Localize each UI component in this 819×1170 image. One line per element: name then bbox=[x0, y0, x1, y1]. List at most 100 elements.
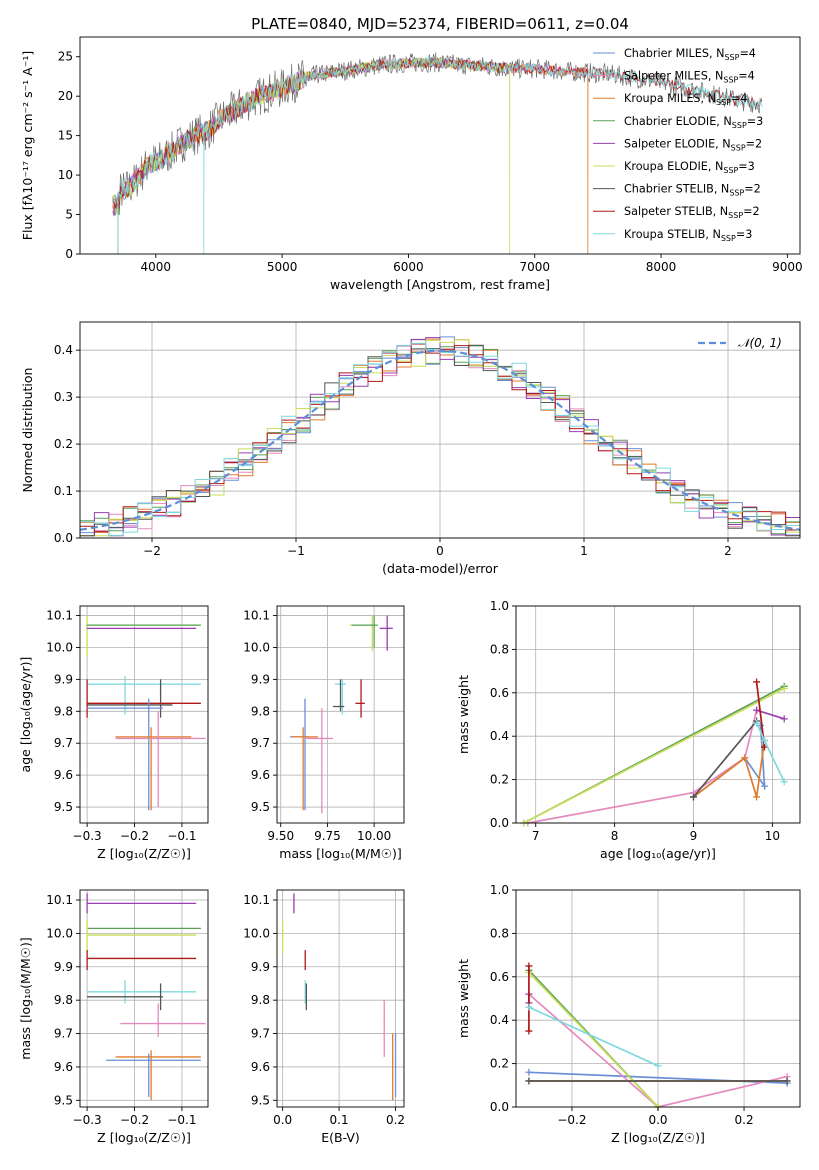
y-tick-label: 0.2 bbox=[54, 437, 73, 451]
legend-label: Kroupa ELODIE, NSSP=3 bbox=[624, 160, 755, 175]
x-axis-label: E(B-V) bbox=[321, 1130, 360, 1145]
x-tick-label: 8 bbox=[611, 829, 619, 843]
y-tick-label: 10.1 bbox=[46, 893, 73, 907]
x-tick-label: −0.1 bbox=[167, 829, 196, 843]
y-tick-label: 9.7 bbox=[54, 736, 73, 750]
mass-weight-marker bbox=[654, 1062, 662, 1070]
massweight-vs-age-panel: 7 8 9 10 0.0 0.2 0.4 0.6 0.8 1.0 age [log₁₀(age/yr… bbox=[456, 599, 801, 861]
x-axis-label: Z [log₁₀(Z/Z☉)] bbox=[611, 1130, 705, 1145]
y-tick-label: 9.8 bbox=[251, 993, 270, 1007]
y-tick-label: 0.3 bbox=[54, 390, 73, 404]
spectrum-panel: 4000 5000 6000 7000 8000 9000 0 5 10 15 20 25 wavele… bbox=[20, 36, 803, 292]
x-tick-label: 7 bbox=[532, 829, 540, 843]
y-axis-label: mass weight bbox=[456, 959, 471, 1038]
y-tick-label: 0.1 bbox=[54, 484, 73, 498]
data-point bbox=[339, 705, 342, 708]
y-tick-label: 9.6 bbox=[251, 1060, 270, 1074]
x-tick-label: −0.1 bbox=[167, 1113, 196, 1127]
y-tick-label: 9.7 bbox=[251, 1027, 270, 1041]
data-point bbox=[321, 737, 323, 740]
y-tick-label: 0.2 bbox=[490, 1057, 509, 1071]
data-point bbox=[148, 1059, 150, 1061]
y-tick-label: 25 bbox=[58, 50, 73, 64]
y-tick-label: 9.5 bbox=[54, 1093, 73, 1107]
data-point bbox=[360, 702, 362, 704]
data-point bbox=[157, 1022, 159, 1025]
x-tick-label: 9.50 bbox=[267, 829, 294, 843]
y-axis-label: mass [log₁₀(M/M☉)] bbox=[18, 937, 33, 1059]
y-tick-label: 0.4 bbox=[490, 1013, 509, 1027]
mass-weight-marker bbox=[525, 1068, 533, 1076]
legend-label: Chabrier ELODIE, NSSP=3 bbox=[624, 115, 763, 130]
mass-weight-marker bbox=[761, 737, 768, 745]
mass-weight-marker bbox=[753, 678, 761, 686]
mass-weight-marker bbox=[525, 1003, 533, 1011]
y-tick-label: 15 bbox=[58, 129, 73, 143]
data-point bbox=[124, 991, 126, 993]
data-point bbox=[304, 957, 306, 960]
x-tick-label: 0.0 bbox=[273, 1113, 292, 1127]
y-tick-label: 0 bbox=[65, 247, 73, 261]
y-tick-label: 10.1 bbox=[243, 609, 270, 623]
age-vs-mass-panel: 9.50 9.75 10.00 9.5 9.6 9.7 9.8 9.9 10.0 10.1 mass… bbox=[243, 605, 405, 861]
data-point bbox=[159, 996, 162, 998]
x-tick-label: −0.3 bbox=[73, 1113, 102, 1127]
x-tick-label: 9.75 bbox=[314, 829, 341, 843]
x-tick-label: 2 bbox=[724, 544, 732, 558]
mass-weight-marker bbox=[741, 754, 749, 762]
y-axis-label: Normed distribution bbox=[20, 368, 35, 493]
data-point bbox=[302, 736, 304, 738]
data-point bbox=[86, 624, 88, 626]
mass-vs-metallicity-panel: −0.3 −0.2 −0.1 9.5 9.6 9.7 9.8 9.9 10.0 10.1 Z [lo… bbox=[18, 889, 209, 1145]
x-tick-label: 1 bbox=[580, 544, 588, 558]
axes-frame bbox=[79, 36, 801, 255]
y-tick-label: 20 bbox=[58, 89, 73, 103]
mass-weight-line bbox=[523, 687, 785, 824]
y-tick-label: 0.8 bbox=[490, 926, 509, 940]
legend-label: Salpeter MILES, NSSP=4 bbox=[624, 70, 755, 85]
mass-weight-line bbox=[692, 740, 766, 798]
y-tick-label: 10.0 bbox=[46, 926, 73, 940]
y-tick-label: 0.4 bbox=[54, 343, 73, 357]
x-axis-label: age [log₁₀(age/yr)] bbox=[600, 846, 716, 861]
massweight-vs-metallicity-panel: −0.2 0.0 0.2 0.0 0.2 0.4 0.6 0.8 1.0 Z [log₁₀(Z/Z… bbox=[456, 883, 801, 1145]
data-point bbox=[124, 683, 126, 685]
mass-weight-marker bbox=[753, 719, 761, 727]
data-point bbox=[282, 934, 284, 936]
y-tick-label: 1.0 bbox=[490, 883, 509, 897]
data-point bbox=[304, 991, 306, 993]
x-tick-label: 6000 bbox=[393, 260, 424, 274]
x-tick-label: 0 bbox=[436, 544, 444, 558]
legend-label: Chabrier STELIB, NSSP=2 bbox=[624, 183, 761, 198]
data-point bbox=[159, 704, 162, 706]
mass-weight-marker bbox=[783, 1077, 791, 1085]
x-tick-label: 0.0 bbox=[648, 1113, 667, 1127]
x-axis-label: Z [log₁₀(Z/Z☉)] bbox=[97, 846, 191, 861]
legend-label: Salpeter ELODIE, NSSP=2 bbox=[624, 137, 762, 152]
axes-frame bbox=[79, 605, 209, 824]
mass-weight-line bbox=[527, 709, 758, 824]
residual-hist-kroupa-elodie bbox=[80, 339, 800, 537]
mass-weight-line bbox=[692, 720, 758, 798]
y-tick-label: 5 bbox=[65, 208, 73, 222]
data-point bbox=[386, 627, 388, 629]
y-axis-label: mass weight bbox=[456, 675, 471, 754]
y-tick-label: 9.5 bbox=[251, 800, 270, 814]
y-tick-label: 10.1 bbox=[46, 609, 73, 623]
legend-label: Kroupa STELIB, NSSP=3 bbox=[624, 228, 752, 243]
x-tick-label: −0.2 bbox=[120, 829, 149, 843]
data-point bbox=[86, 902, 88, 904]
data-point bbox=[148, 707, 150, 709]
data-point bbox=[394, 1059, 397, 1061]
normal-reference-curve bbox=[79, 349, 801, 531]
x-tick-label: 10.00 bbox=[357, 829, 391, 843]
x-tick-label: −0.2 bbox=[120, 1113, 149, 1127]
mass-weight-marker bbox=[780, 715, 788, 723]
legend-label: 𝒩(0, 1) bbox=[738, 336, 782, 350]
mass-weight-marker bbox=[690, 793, 697, 801]
y-tick-label: 0.6 bbox=[490, 970, 509, 984]
x-axis-label: (data-model)/error bbox=[382, 561, 499, 576]
data-point bbox=[383, 1022, 385, 1025]
mass-weight-marker bbox=[753, 793, 761, 801]
axes-frame bbox=[276, 605, 405, 824]
